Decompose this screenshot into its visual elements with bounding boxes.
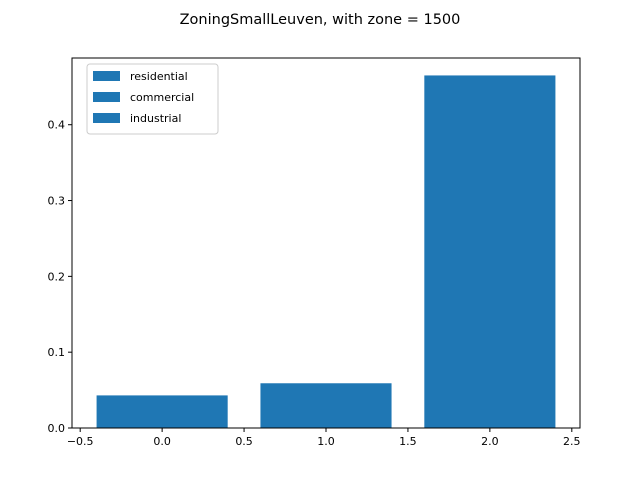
legend-label: residential: [130, 70, 188, 83]
x-tick-label: 2.0: [481, 435, 499, 448]
x-tick-label: 1.5: [399, 435, 417, 448]
y-tick-label: 0.1: [48, 346, 66, 359]
legend-swatch: [93, 113, 120, 123]
legend-label: commercial: [130, 91, 194, 104]
x-tick-label: −0.5: [67, 435, 94, 448]
y-tick-label: 0.0: [48, 422, 66, 435]
legend: residential commercial industrial: [86, 63, 219, 135]
x-tick-label: 0.5: [235, 435, 253, 448]
chart-title: ZoningSmallLeuven, with zone = 1500: [180, 12, 461, 28]
y-tick-label: 0.2: [48, 270, 66, 283]
legend-swatch: [93, 71, 120, 81]
legend-swatch: [93, 92, 120, 102]
legend-label: industrial: [130, 112, 181, 125]
x-axis: −0.5 0.0 0.5 1.0 1.5 2.0 2.5: [67, 428, 581, 448]
x-tick-label: 1.0: [317, 435, 335, 448]
y-tick-label: 0.4: [48, 119, 66, 132]
x-tick-label: 0.0: [153, 435, 171, 448]
bars: [96, 75, 556, 428]
y-tick-label: 0.3: [48, 195, 66, 208]
bar-1: [260, 383, 392, 428]
bar-2: [424, 75, 556, 428]
bar-0: [96, 395, 228, 428]
x-tick-label: 2.5: [563, 435, 581, 448]
y-axis: 0.0 0.1 0.2 0.3 0.4: [48, 119, 72, 435]
